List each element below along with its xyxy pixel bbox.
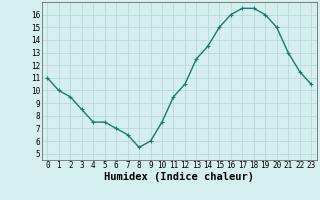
X-axis label: Humidex (Indice chaleur): Humidex (Indice chaleur): [104, 172, 254, 182]
